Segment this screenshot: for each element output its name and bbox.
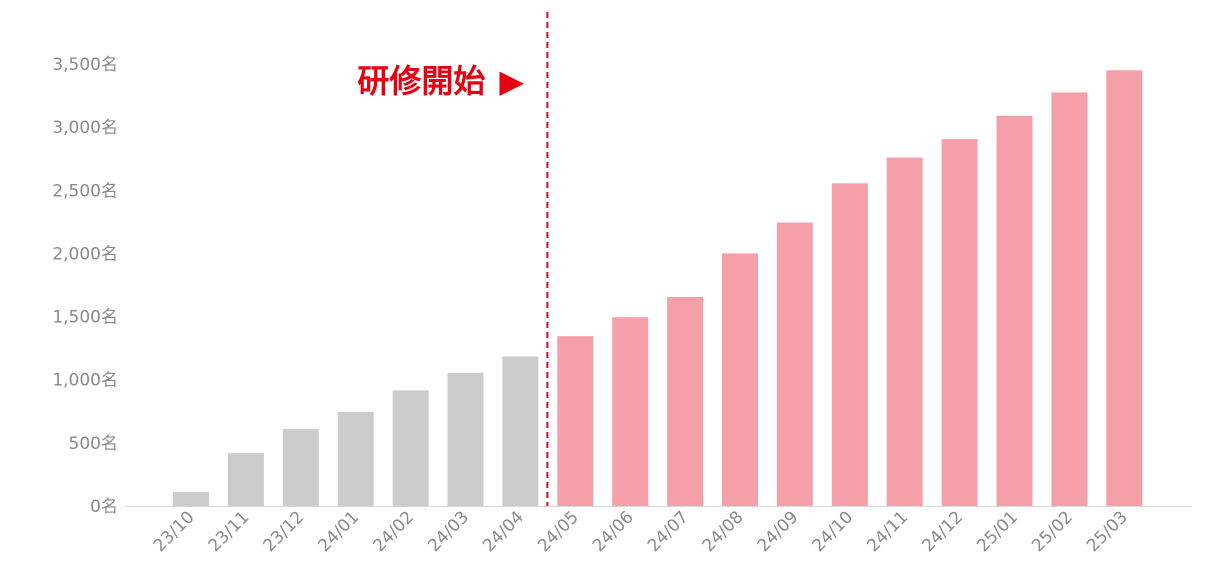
x-tick-label: 24/12 — [918, 507, 967, 556]
play-arrow-icon: ▶ — [499, 62, 524, 100]
x-tick-label: 24/01 — [314, 507, 363, 556]
bar-24-06 — [612, 317, 649, 506]
y-tick-label: 0名 — [90, 497, 118, 517]
bars — [173, 70, 1143, 507]
x-tick-label: 24/09 — [754, 507, 803, 556]
y-axis: 0名 500名 1,000名 1,500名 2,000名 2,500名 3,000名 3,50… — [52, 55, 118, 517]
y-tick-label: 2,000名 — [52, 244, 118, 264]
x-axis: 23/10 23/11 23/12 24/01 24/02 24/03 24/04 24/05… — [150, 507, 1132, 556]
training-start-annotation: 研修開始 ▶ — [357, 62, 524, 100]
x-tick-label: 23/12 — [260, 507, 309, 556]
bar-23-11 — [227, 453, 264, 506]
bar-24-12 — [941, 139, 978, 506]
x-tick-label: 24/07 — [644, 507, 693, 556]
x-tick-label: 24/06 — [589, 507, 638, 556]
bar-24-02 — [392, 390, 429, 506]
x-tick-label: 25/03 — [1083, 507, 1132, 556]
x-tick-label: 24/02 — [369, 507, 418, 556]
bar-24-04 — [502, 356, 539, 506]
y-tick-label: 3,000名 — [52, 118, 118, 138]
y-tick-label: 2,500名 — [52, 181, 118, 201]
bar-24-09 — [776, 222, 813, 506]
bar-24-08 — [722, 253, 758, 506]
y-tick-label: 1,000名 — [52, 371, 118, 391]
bar-25-03 — [1106, 70, 1143, 507]
x-tick-label: 25/01 — [973, 507, 1022, 556]
bar-24-07 — [667, 297, 704, 506]
bar-24-01 — [337, 411, 374, 506]
y-tick-label: 3,500名 — [52, 55, 118, 75]
y-tick-label: 1,500名 — [52, 308, 118, 328]
x-tick-label: 25/02 — [1028, 507, 1077, 556]
bar-24-03 — [447, 372, 484, 506]
x-tick-label: 24/04 — [479, 507, 528, 556]
x-tick-label: 23/11 — [205, 507, 254, 556]
x-tick-label: 24/10 — [809, 507, 858, 556]
bar-23-10 — [173, 492, 209, 506]
x-tick-label: 24/03 — [424, 507, 473, 556]
bar-24-05 — [557, 336, 594, 506]
bar-25-02 — [1051, 92, 1088, 507]
x-tick-label: 24/11 — [863, 507, 912, 556]
annotation-label: 研修開始 — [357, 62, 485, 100]
x-tick-label: 23/10 — [150, 507, 199, 556]
bar-23-12 — [282, 429, 319, 506]
y-tick-label: 500名 — [69, 434, 118, 454]
bar-25-01 — [996, 115, 1033, 507]
x-tick-label: 24/05 — [534, 507, 583, 556]
x-tick-label: 24/08 — [699, 507, 748, 556]
bar-24-11 — [886, 157, 923, 506]
bar-24-10 — [831, 183, 868, 507]
